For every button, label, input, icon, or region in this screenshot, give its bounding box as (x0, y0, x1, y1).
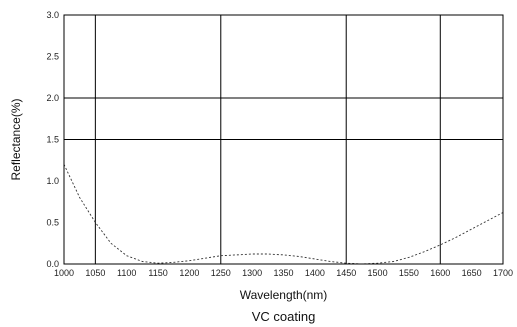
x-tick-label: 1000 (54, 268, 74, 278)
y-tick-label: 0.5 (46, 218, 59, 228)
x-tick-label: 1450 (336, 268, 356, 278)
x-tick-label: 1050 (85, 268, 105, 278)
x-tick-label: 1150 (148, 268, 167, 278)
x-tick-label: 1500 (368, 268, 388, 278)
x-axis-label: Wavelength(nm) (240, 288, 328, 302)
y-tick-label: 1.0 (46, 176, 59, 186)
grid (64, 15, 503, 264)
x-tick-label: 1250 (211, 268, 231, 278)
chart-caption: VC coating (252, 309, 316, 324)
series-layer (63, 164, 504, 265)
plot-frame (63, 14, 504, 265)
x-tick-label: 1200 (179, 268, 199, 278)
y-tick-labels: 0.0 0.5 1.0 1.5 2.0 2.5 3.0 (46, 10, 59, 269)
y-axis-label: Reflectance(%) (9, 98, 23, 180)
x-tick-label: 1100 (117, 268, 136, 278)
x-tick-label: 1700 (493, 268, 513, 278)
y-tick-label: 2.0 (46, 93, 59, 103)
y-tick-label: 0.0 (46, 259, 59, 269)
reflectance-series-line (63, 164, 504, 265)
y-tick-label: 3.0 (46, 10, 59, 20)
y-tick-label: 1.5 (46, 135, 59, 145)
y-tick-label: 2.5 (46, 52, 59, 62)
x-tick-label: 1550 (399, 268, 419, 278)
x-tick-label: 1350 (273, 268, 293, 278)
x-tick-label: 1600 (430, 268, 450, 278)
x-tick-label: 1400 (305, 268, 325, 278)
x-tick-label: 1300 (242, 268, 262, 278)
x-tick-labels: 1000 1050 1100 1150 1200 1250 1300 1350 1400 1450… (54, 268, 513, 278)
x-tick-label: 1650 (462, 268, 482, 278)
